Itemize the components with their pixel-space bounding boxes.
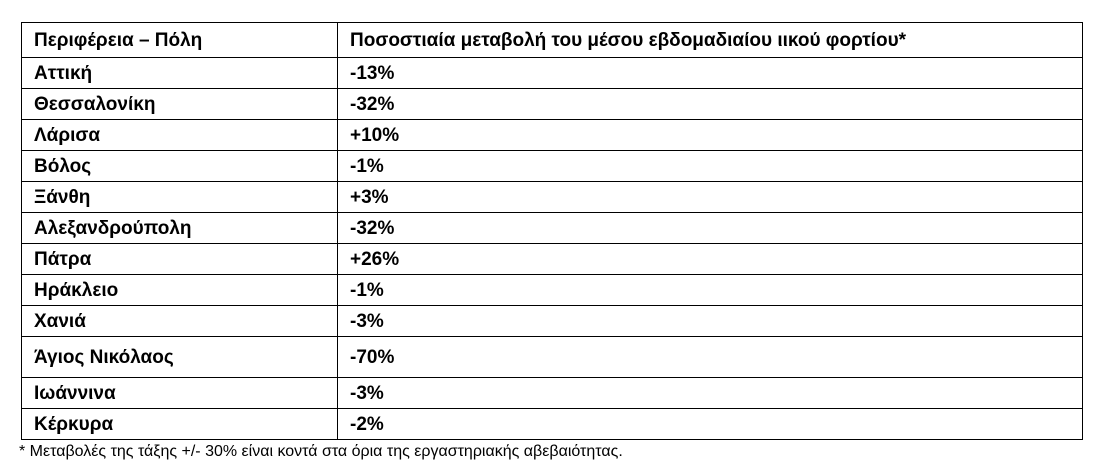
table-row: Άγιος Νικόλαος -70% — [21, 336, 1083, 378]
change-cell: -3% — [337, 377, 1083, 409]
change-cell: -13% — [337, 57, 1083, 89]
change-cell: +10% — [337, 119, 1083, 151]
change-cell: +26% — [337, 243, 1083, 275]
table-row: Πάτρα +26% — [21, 243, 1083, 275]
change-cell: -32% — [337, 212, 1083, 244]
table-row: Κέρκυρα -2% — [21, 408, 1083, 440]
table-row: Αττική -13% — [21, 57, 1083, 89]
table-row: Ξάνθη +3% — [21, 181, 1083, 213]
change-cell: -1% — [337, 150, 1083, 182]
region-cell: Αττική — [21, 57, 338, 89]
region-cell: Κέρκυρα — [21, 408, 338, 440]
change-cell: -2% — [337, 408, 1083, 440]
uncertainty-footnote: * Μεταβολές της τάξης +/- 30% είναι κοντ… — [19, 443, 623, 460]
header-region: Περιφέρεια – Πόλη — [21, 22, 338, 58]
table-row: Βόλος -1% — [21, 150, 1083, 182]
region-cell: Πάτρα — [21, 243, 338, 275]
region-cell: Λάρισα — [21, 119, 338, 151]
region-cell: Ξάνθη — [21, 181, 338, 213]
table-row: Αλεξανδρούπολη -32% — [21, 212, 1083, 244]
region-cell: Βόλος — [21, 150, 338, 182]
change-cell: -70% — [337, 336, 1083, 378]
header-change: Ποσοστιαία μεταβολή του μέσου εβδομαδιαί… — [337, 22, 1083, 58]
table-row: Λάρισα +10% — [21, 119, 1083, 151]
viral-load-change-table: Περιφέρεια – Πόλη Ποσοστιαία μεταβολή το… — [21, 22, 1083, 440]
change-cell: -32% — [337, 88, 1083, 120]
region-cell: Άγιος Νικόλαος — [21, 336, 338, 378]
change-cell: +3% — [337, 181, 1083, 213]
region-cell: Αλεξανδρούπολη — [21, 212, 338, 244]
table-row: Ιωάννινα -3% — [21, 377, 1083, 409]
region-cell: Χανιά — [21, 305, 338, 337]
region-cell: Θεσσαλονίκη — [21, 88, 338, 120]
region-cell: Ηράκλειο — [21, 274, 338, 306]
change-cell: -1% — [337, 274, 1083, 306]
change-cell: -3% — [337, 305, 1083, 337]
table-row: Θεσσαλονίκη -32% — [21, 88, 1083, 120]
table-row: Ηράκλειο -1% — [21, 274, 1083, 306]
region-cell: Ιωάννινα — [21, 377, 338, 409]
table-header-row: Περιφέρεια – Πόλη Ποσοστιαία μεταβολή το… — [21, 22, 1083, 58]
table-row: Χανιά -3% — [21, 305, 1083, 337]
